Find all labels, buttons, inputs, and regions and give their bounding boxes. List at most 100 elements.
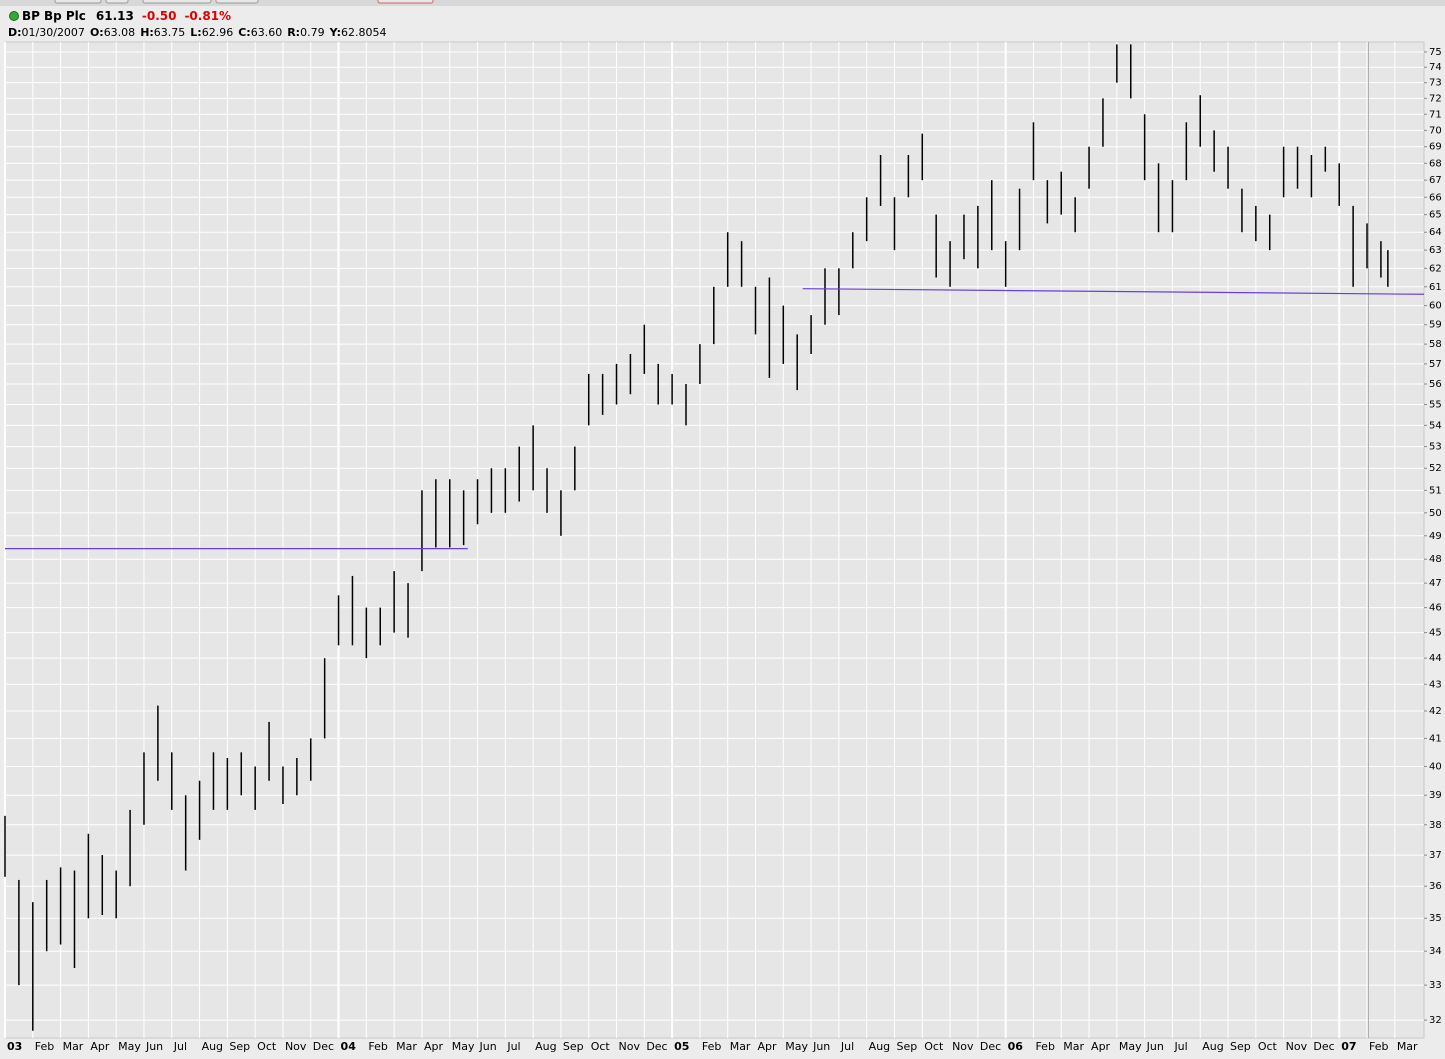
x-tick-label: Apr [1091,1040,1111,1053]
toolbar [0,0,1445,6]
x-tick-label: Jun [812,1040,830,1053]
quote-value: 0.79 [300,26,325,39]
x-tick-label: Mar [1063,1040,1084,1053]
y-tick-label: 70 [1429,125,1442,136]
symbol: BP [22,9,40,23]
y-tick-label: 38 [1429,820,1442,831]
y-tick-label: 51 [1429,485,1442,496]
x-tick-label: Aug [869,1040,890,1053]
x-tick-label: Dec [980,1040,1001,1053]
y-tick-label: 53 [1429,442,1442,453]
x-tick-label: Jul [840,1040,854,1053]
trend-line [802,288,1425,295]
y-tick-label: 52 [1429,463,1442,474]
x-tick-label: Feb [35,1040,54,1053]
x-tick-label: Sep [1230,1040,1251,1053]
quote-value: 63.08 [104,26,136,39]
y-tick-label: 37 [1429,850,1442,861]
toolbar-button[interactable] [377,0,434,4]
x-tick-label: Dec [313,1040,334,1053]
y-tick-label: 71 [1429,109,1442,120]
quote-line: D:01/30/2007 O:63.08 H:63.75 L:62.96 C:63.60… [8,26,387,39]
x-tick-label: May [452,1040,475,1053]
y-tick-label: 61 [1429,282,1442,293]
x-tick-label: Sep [563,1040,584,1053]
y-tick-label: 63 [1429,245,1442,256]
quote-key: R: [287,26,300,39]
y-tick-label: 58 [1429,339,1442,350]
y-tick-label: 41 [1429,733,1442,744]
x-tick-label: Jul [1173,1040,1187,1053]
x-tick-label: Aug [1202,1040,1223,1053]
x-tick-label: 04 [341,1040,357,1053]
y-tick-label: 48 [1429,554,1442,565]
y-tick-label: 47 [1429,578,1442,589]
y-tick-label: 45 [1429,628,1442,639]
x-tick-label: Nov [619,1040,641,1053]
y-tick-label: 60 [1429,301,1442,312]
x-tick-label: 03 [7,1040,22,1053]
x-tick-label: Oct [257,1040,277,1053]
x-tick-label: Jun [479,1040,497,1053]
x-tick-label: Sep [229,1040,250,1053]
toolbar-button[interactable] [54,0,102,4]
quote-key: H: [140,26,154,39]
x-tick-label: Dec [1313,1040,1334,1053]
info-panel [0,6,1445,42]
x-tick-label: Apr [90,1040,110,1053]
company-name: Bp Plc [44,9,86,23]
y-tick-label: 50 [1429,508,1442,519]
quote-value: 01/30/2007 [22,26,85,39]
x-tick-label: May [118,1040,141,1053]
x-tick-label: Oct [591,1040,611,1053]
quote-key: D: [8,26,22,39]
x-tick-label: Jun [1146,1040,1164,1053]
y-tick-label: 65 [1429,210,1442,221]
y-tick-label: 33 [1429,980,1442,991]
info-line: BP Bp Plc 61.13 -0.50 -0.81% [22,9,231,23]
x-tick-label: Jun [145,1040,163,1053]
x-tick-label: Sep [896,1040,917,1053]
y-tick-label: 67 [1429,175,1442,186]
x-tick-label: Mar [396,1040,417,1053]
toolbar-button[interactable] [142,0,212,4]
y-tick-label: 55 [1429,399,1442,410]
x-tick-label: Apr [757,1040,777,1053]
x-tick-label: 07 [1341,1040,1356,1053]
x-tick-label: Nov [285,1040,307,1053]
x-tick-label: Mar [63,1040,84,1053]
y-tick-label: 46 [1429,603,1442,614]
x-tick-label: 06 [1008,1040,1024,1053]
y-tick-label: 69 [1429,142,1442,153]
quote-key: Y: [329,26,341,39]
y-tick-label: 57 [1429,359,1442,370]
y-tick-label: 68 [1429,158,1442,169]
toolbar-button[interactable] [215,0,259,4]
y-tick-label: 34 [1429,946,1442,957]
y-tick-label: 35 [1429,913,1442,924]
x-tick-label: Jul [506,1040,520,1053]
y-tick-label: 62 [1429,263,1442,274]
quote-value: 63.60 [251,26,283,39]
x-tick-label: Feb [1369,1040,1388,1053]
quote-key: L: [190,26,201,39]
quote-value: 63.75 [154,26,186,39]
change-pct: -0.81% [184,9,231,23]
x-tick-label: Feb [1035,1040,1054,1053]
x-tick-label: Mar [1397,1040,1418,1053]
toolbar-button[interactable] [105,0,129,4]
change: -0.50 [142,9,177,23]
x-tick-label: Oct [924,1040,944,1053]
status-icon [9,11,19,21]
last-price: 61.13 [96,9,134,23]
x-tick-label: Nov [1286,1040,1308,1053]
x-tick-label: Jul [173,1040,187,1053]
x-tick-label: Apr [424,1040,444,1053]
x-tick-label: Aug [202,1040,223,1053]
y-tick-label: 43 [1429,679,1442,690]
y-tick-label: 49 [1429,531,1442,542]
y-tick-label: 39 [1429,790,1442,801]
x-tick-label: May [785,1040,808,1053]
